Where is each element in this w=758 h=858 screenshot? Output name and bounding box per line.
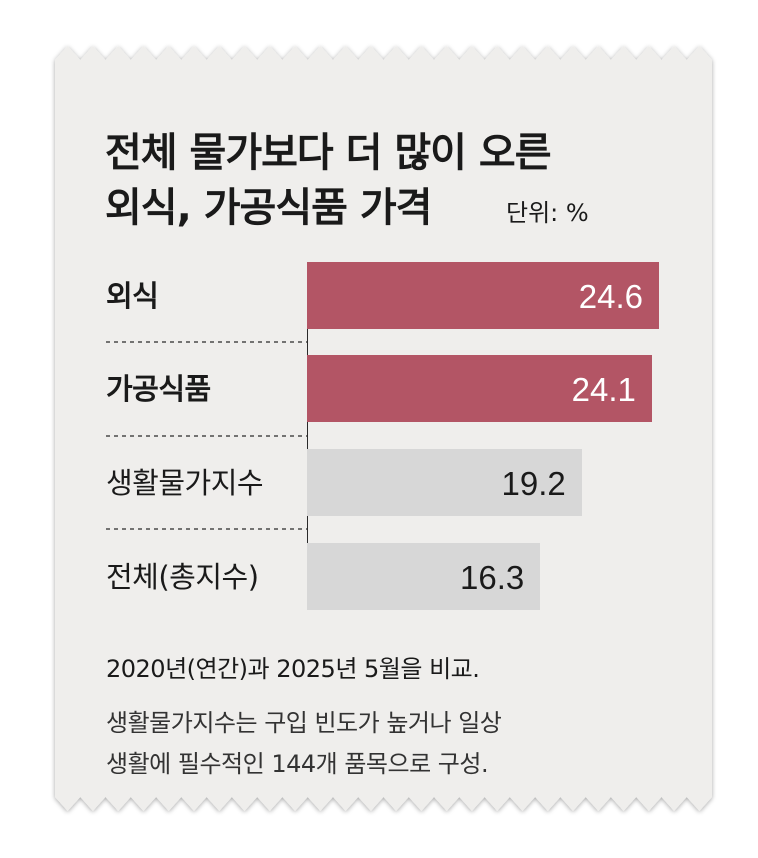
bar-value-label: 24.1 (571, 371, 636, 408)
chart-title-line-2: 외식, 가공식품 가격 (105, 185, 432, 231)
bar (307, 543, 541, 610)
bar (307, 355, 652, 422)
definition-note-line-1: 생활물가지수는 구입 빈도가 높거나 일상 (106, 709, 502, 737)
receipt-paper (55, 46, 712, 811)
bar (307, 449, 582, 516)
bar-value-label: 24.6 (578, 278, 643, 315)
category-label: 외식 (106, 279, 159, 313)
category-label: 전체(총지수) (106, 560, 259, 594)
category-label: 생활물가지수 (106, 466, 264, 500)
bar (307, 262, 659, 329)
chart-title-line-1: 전체 물가보다 더 많이 오른 (105, 130, 552, 176)
comparison-note: 2020년(연간)과 2025년 5월을 비교. (106, 655, 480, 683)
bar-value-label: 16.3 (460, 559, 525, 596)
unit-label: 단위: % (506, 199, 589, 227)
bar-value-label: 19.2 (501, 465, 566, 502)
definition-note-line-2: 생활에 필수적인 144개 품목으로 구성. (106, 750, 489, 778)
category-label: 가공식품 (106, 372, 211, 406)
